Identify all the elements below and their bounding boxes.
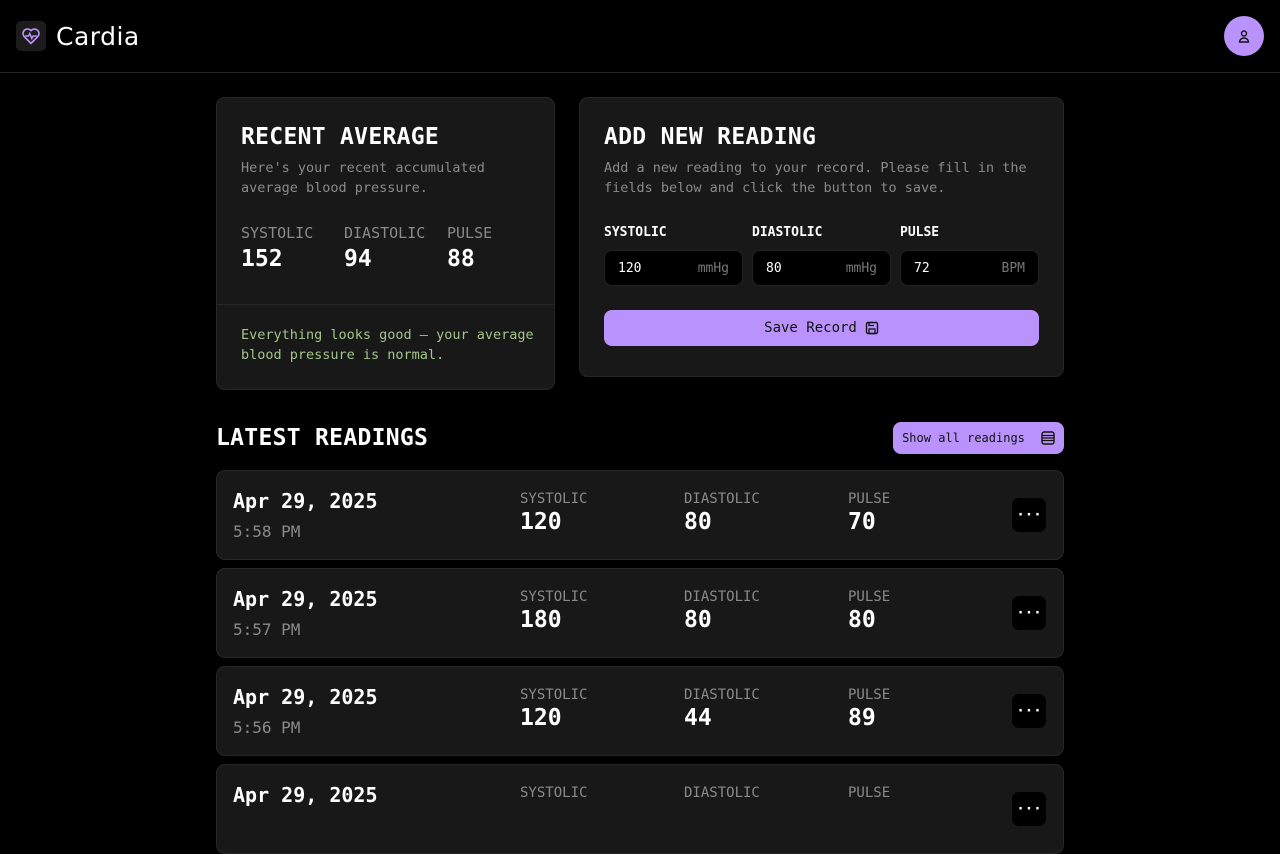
latest-title: LATEST READINGS	[216, 425, 429, 451]
reading-pulse: PULSE 70	[848, 491, 891, 535]
reading-row: Apr 29, 2025 SYSTOLIC DIASTOLIC PULSE ··…	[216, 764, 1064, 854]
average-title: RECENT AVERAGE	[241, 124, 440, 150]
user-icon	[1238, 30, 1250, 43]
diastolic-field: DIASTOLIC 80 mmHg	[752, 225, 891, 286]
reading-date: Apr 29, 2025	[233, 587, 378, 611]
systolic-input[interactable]: 120 mmHg	[604, 250, 743, 286]
status-message: Everything looks good — your average blo…	[241, 327, 534, 363]
add-title: ADD NEW READING	[604, 124, 817, 150]
reading-time: 5:57 PM	[233, 620, 301, 639]
reading-systolic: SYSTOLIC 180	[520, 589, 588, 633]
reading-row: Apr 29, 2025 5:57 PM SYSTOLIC 180 DIASTOL…	[216, 568, 1064, 658]
avg-pulse: PULSE 88	[447, 224, 493, 272]
reading-systolic: SYSTOLIC	[520, 785, 588, 801]
pulse-input[interactable]: 72 BPM	[900, 250, 1039, 286]
reading-systolic: SYSTOLIC 120	[520, 491, 588, 535]
recent-average-card: RECENT AVERAGE Here's your recent accumu…	[216, 97, 555, 390]
reading-pulse: PULSE	[848, 785, 891, 801]
save-label: Save Record	[764, 320, 857, 336]
list-icon	[1041, 431, 1055, 445]
reading-diastolic: DIASTOLIC 80	[684, 491, 760, 535]
more-options-button[interactable]: ···	[1012, 498, 1046, 532]
show-all-readings-button[interactable]: Show all readings	[893, 422, 1064, 454]
reading-diastolic: DIASTOLIC 44	[684, 687, 760, 731]
reading-row: Apr 29, 2025 5:58 PM SYSTOLIC 120 DIASTOL…	[216, 470, 1064, 560]
floppy-disk-icon	[865, 321, 879, 335]
reading-pulse: PULSE 80	[848, 589, 891, 633]
app-name: Cardia	[56, 21, 140, 51]
ellipsis-icon: ···	[1016, 703, 1042, 719]
reading-systolic: SYSTOLIC 120	[520, 687, 588, 731]
heart-pulse-icon	[16, 21, 46, 51]
pulse-field: PULSE 72 BPM	[900, 225, 1039, 286]
more-options-button[interactable]: ···	[1012, 694, 1046, 728]
reading-time: 5:58 PM	[233, 522, 301, 541]
more-options-button[interactable]: ···	[1012, 596, 1046, 630]
logo[interactable]: Cardia	[16, 21, 140, 51]
reading-date: Apr 29, 2025	[233, 489, 378, 513]
reading-date: Apr 29, 2025	[233, 783, 378, 807]
show-all-label: Show all readings	[902, 431, 1025, 445]
reading-diastolic: DIASTOLIC 80	[684, 589, 760, 633]
avg-diastolic: DIASTOLIC 94	[344, 224, 426, 272]
ellipsis-icon: ···	[1016, 507, 1042, 523]
reading-row: Apr 29, 2025 5:56 PM SYSTOLIC 120 DIASTOL…	[216, 666, 1064, 756]
add-subtitle: Add a new reading to your record. Please…	[604, 160, 1027, 196]
reading-date: Apr 29, 2025	[233, 685, 378, 709]
reading-time: 5:56 PM	[233, 718, 301, 737]
add-reading-card: ADD NEW READING Add a new reading to you…	[579, 97, 1064, 377]
avg-systolic: SYSTOLIC 152	[241, 224, 314, 272]
divider	[217, 304, 554, 305]
more-options-button[interactable]: ···	[1012, 792, 1046, 826]
save-record-button[interactable]: Save Record	[604, 310, 1039, 346]
reading-pulse: PULSE 89	[848, 687, 891, 731]
average-subtitle: Here's your recent accumulated average b…	[241, 160, 485, 196]
systolic-field: SYSTOLIC 120 mmHg	[604, 225, 743, 286]
ellipsis-icon: ···	[1016, 801, 1042, 817]
user-avatar-button[interactable]	[1224, 16, 1264, 56]
diastolic-input[interactable]: 80 mmHg	[752, 250, 891, 286]
top-bar: Cardia	[0, 0, 1280, 73]
reading-diastolic: DIASTOLIC	[684, 785, 760, 801]
ellipsis-icon: ···	[1016, 605, 1042, 621]
